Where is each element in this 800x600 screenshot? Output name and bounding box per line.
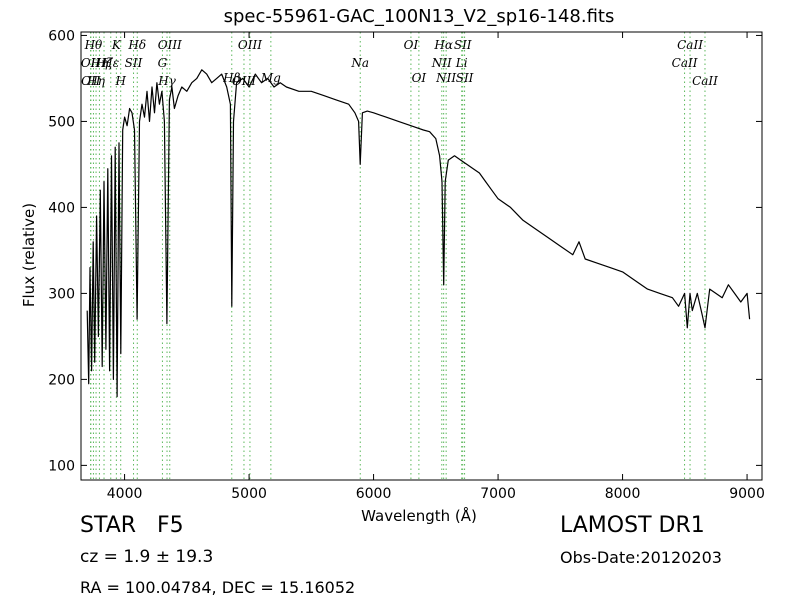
spectral-line-markers <box>90 32 706 480</box>
spectral-line-labels: OIIOIIHθHηHηHζHεKHSIIHδGHγOIIIHβOIIIOIII… <box>81 38 718 88</box>
y-tick-label-1: 200 <box>48 372 75 388</box>
x-tick-label-0: 4000 <box>107 486 143 502</box>
line-label-0: OII <box>81 56 101 70</box>
x-tick-label-2: 6000 <box>356 486 392 502</box>
chart-title: spec-55961-GAC_100N13_V2_sp16-148.fits <box>224 6 615 27</box>
line-label-25: SII <box>454 38 472 52</box>
line-label-14: Hβ <box>222 71 240 85</box>
y-axis-ticks: 100 200 300 400 500 600 <box>48 28 762 474</box>
y-tick-label-5: 600 <box>48 28 75 44</box>
x-axis-label: Wavelength (Å) <box>361 506 477 525</box>
spectrum-series-line <box>86 69 751 398</box>
line-label-20: OI <box>412 71 427 85</box>
line-label-17: Mg <box>260 71 281 85</box>
line-label-1: OII <box>81 74 101 88</box>
y-tick-label-2: 300 <box>48 286 75 302</box>
line-label-22: Hα <box>433 38 453 52</box>
class-label: STAR <box>80 513 137 538</box>
survey-label: LAMOST DR1 <box>560 513 705 538</box>
line-label-2: Hθ <box>84 38 103 52</box>
y-axis-label: Flux (relative) <box>20 203 38 307</box>
line-label-28: CaII <box>677 38 703 52</box>
x-tick-label-4: 8000 <box>605 486 641 502</box>
line-label-16: OIII <box>238 38 262 52</box>
line-label-24: Li <box>455 56 468 70</box>
line-label-8: H <box>114 74 126 88</box>
obs-date-text: Obs-Date:20120203 <box>560 548 722 567</box>
line-label-19: OI <box>404 38 419 52</box>
redshift-text: cz = 1.9 ± 19.3 <box>80 547 214 567</box>
line-label-7: K <box>111 38 122 52</box>
line-label-27: CaII <box>672 56 698 70</box>
plot-frame <box>80 31 763 481</box>
coordinates-text: RA = 100.04784, DEC = 15.16052 <box>80 578 356 597</box>
line-label-21: NII <box>431 56 452 70</box>
line-label-13: OIII <box>158 38 182 52</box>
line-label-10: Hδ <box>127 38 146 52</box>
line-label-29: CaII <box>692 74 718 88</box>
y-tick-label-4: 500 <box>48 114 75 130</box>
line-label-26: SII <box>456 71 474 85</box>
y-tick-label-3: 400 <box>48 200 75 216</box>
x-tick-label-5: 9000 <box>729 486 765 502</box>
x-axis-ticks: 4000 5000 6000 7000 8000 9000 <box>107 32 765 502</box>
x-tick-label-3: 7000 <box>480 486 516 502</box>
line-label-4: Hη <box>90 56 109 70</box>
line-label-9: SII <box>125 56 143 70</box>
y-tick-label-0: 100 <box>48 458 75 474</box>
x-tick-label-1: 5000 <box>231 486 267 502</box>
line-label-5: Hζ <box>95 56 114 70</box>
line-label-3: Hη <box>86 74 105 88</box>
line-label-18: Na <box>350 56 369 70</box>
line-label-12: Hγ <box>157 74 176 88</box>
line-label-6: Hε <box>101 56 119 70</box>
line-label-11: G <box>158 56 168 70</box>
subclass-label: F5 <box>157 513 184 538</box>
line-label-23: NII <box>435 71 456 85</box>
